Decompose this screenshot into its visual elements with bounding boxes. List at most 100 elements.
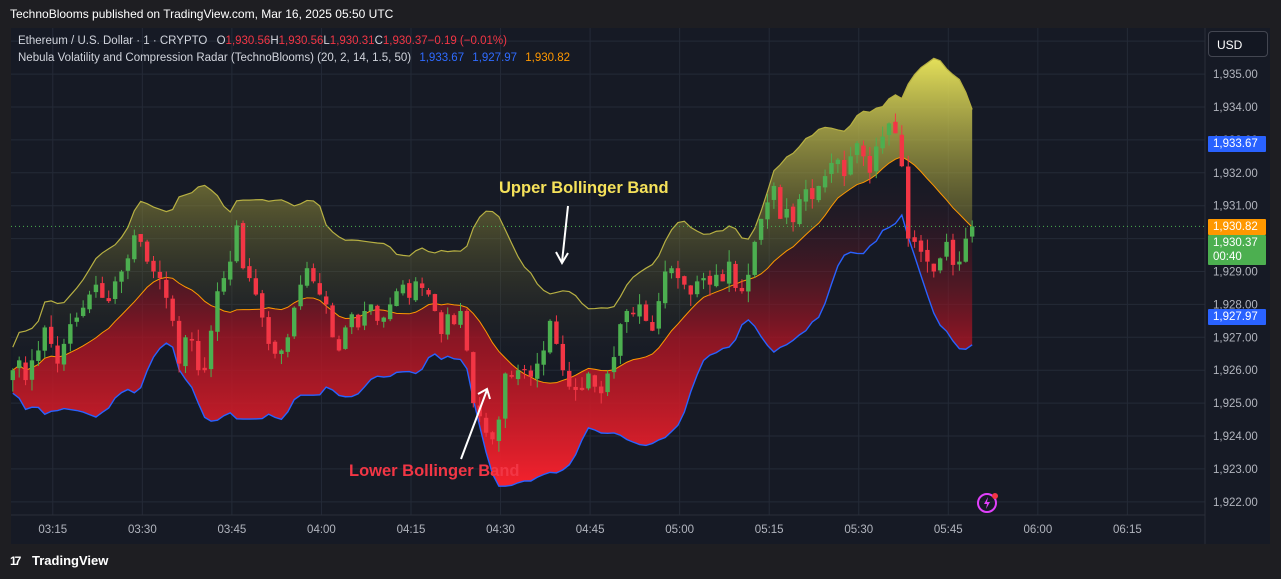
candle-body[interactable] [880, 136, 885, 149]
candle-body[interactable] [829, 162, 834, 174]
candle-body[interactable] [803, 189, 809, 202]
candle-body[interactable] [682, 276, 687, 285]
symbol-legend[interactable]: Ethereum / U.S. Dollar · 1 · CRYPTO O1,9… [18, 35, 507, 47]
candle-body[interactable] [68, 324, 73, 344]
candle-body[interactable] [215, 291, 220, 332]
candle-body[interactable] [375, 305, 380, 321]
candle-body[interactable] [362, 310, 367, 326]
candle-body[interactable] [400, 284, 406, 294]
candle-body[interactable] [432, 294, 438, 311]
candle-body[interactable] [36, 350, 41, 361]
candle-body[interactable] [547, 320, 553, 353]
candle-body[interactable] [899, 134, 905, 167]
candle-body[interactable] [202, 367, 207, 371]
candle-body[interactable] [637, 304, 642, 317]
candle-body[interactable] [778, 187, 783, 219]
candle-body[interactable] [694, 281, 700, 295]
currency-button[interactable]: USD [1208, 31, 1268, 57]
candle-body[interactable] [618, 324, 623, 356]
candle-body[interactable] [151, 260, 156, 272]
candle-body[interactable] [272, 341, 278, 354]
candle-body[interactable] [886, 123, 892, 136]
candle-body[interactable] [221, 278, 227, 292]
candle-body[interactable] [100, 283, 105, 298]
candle-body[interactable] [311, 268, 316, 282]
candle-body[interactable] [304, 268, 310, 286]
candle-body[interactable] [957, 261, 962, 265]
indicator-legend[interactable]: Nebula Volatility and Compression Radar … [18, 52, 570, 64]
candle-body[interactable] [874, 146, 879, 172]
candle-body[interactable] [80, 307, 86, 316]
candle-body[interactable] [471, 352, 476, 404]
candle-body[interactable] [810, 188, 815, 200]
candle-body[interactable] [317, 283, 322, 295]
candle-body[interactable] [144, 241, 150, 262]
candle-body[interactable] [912, 237, 917, 242]
candle-body[interactable] [138, 234, 143, 242]
candle-body[interactable] [61, 343, 67, 365]
candle-body[interactable] [426, 290, 431, 295]
candle-body[interactable] [822, 176, 828, 188]
candle-body[interactable] [292, 307, 297, 337]
candle-body[interactable] [790, 206, 796, 223]
candle-body[interactable] [189, 338, 195, 341]
candle-body[interactable] [906, 166, 911, 239]
candle-body[interactable] [605, 373, 610, 393]
candle-body[interactable] [176, 320, 182, 364]
candle-body[interactable] [439, 312, 444, 335]
tradingview-logo[interactable]: 17 TradingView [10, 553, 108, 568]
candle-body[interactable] [451, 315, 457, 325]
candle-body[interactable] [567, 370, 572, 387]
candle-body[interactable] [464, 310, 470, 351]
candle-body[interactable] [592, 375, 598, 387]
candle-body[interactable] [23, 362, 28, 381]
candle-body[interactable] [483, 417, 489, 433]
candle-body[interactable] [170, 298, 175, 321]
candle-body[interactable] [253, 278, 259, 295]
candle-body[interactable] [279, 350, 284, 354]
candle-body[interactable] [132, 235, 137, 260]
candle-body[interactable] [240, 223, 246, 269]
candle-body[interactable] [784, 208, 789, 218]
candle-body[interactable] [343, 327, 348, 349]
candle-body[interactable] [42, 327, 47, 351]
candle-body[interactable] [720, 274, 725, 282]
candle-body[interactable] [119, 271, 124, 282]
candle-body[interactable] [93, 284, 99, 293]
candle-body[interactable] [535, 363, 540, 379]
candle-body[interactable] [196, 340, 201, 371]
candle-body[interactable] [554, 321, 559, 344]
candle-body[interactable] [726, 261, 732, 284]
candle-body[interactable] [842, 159, 847, 177]
candle-body[interactable] [918, 240, 924, 252]
candle-body[interactable] [861, 145, 866, 157]
candle-body[interactable] [29, 360, 35, 380]
candle-body[interactable] [16, 360, 22, 369]
candle-body[interactable] [349, 314, 354, 328]
candle-body[interactable] [106, 298, 111, 302]
candle-body[interactable] [285, 337, 291, 352]
candle-body[interactable] [266, 317, 271, 344]
candle-body[interactable] [522, 369, 527, 371]
candle-body[interactable] [234, 225, 239, 262]
candle-body[interactable] [247, 266, 252, 279]
candle-body[interactable] [509, 375, 514, 377]
candle-body[interactable] [208, 330, 214, 370]
candle-body[interactable] [125, 258, 131, 271]
candle-body[interactable] [183, 337, 188, 367]
candle-body[interactable] [528, 370, 534, 377]
candle-body[interactable] [765, 202, 770, 220]
candle-body[interactable] [675, 268, 681, 279]
candle-body[interactable] [688, 285, 693, 295]
candle-body[interactable] [10, 370, 15, 381]
candle-body[interactable] [944, 241, 949, 257]
candle-body[interactable] [323, 296, 329, 305]
candle-body[interactable] [579, 387, 585, 390]
candle-body[interactable] [746, 274, 751, 292]
candle-body[interactable] [260, 293, 265, 318]
candle-body[interactable] [630, 312, 636, 315]
candle-body[interactable] [394, 291, 399, 307]
candle-body[interactable] [336, 339, 342, 351]
candle-body[interactable] [624, 310, 629, 323]
